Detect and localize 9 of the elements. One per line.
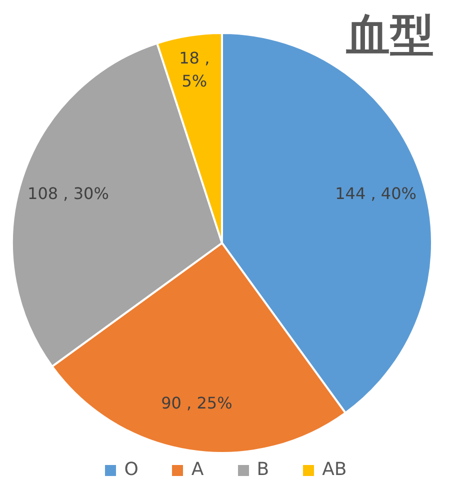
chart-title: 血型: [346, 9, 434, 63]
data-label: 144 , 40%: [335, 184, 416, 203]
data-label: 108 , 30%: [28, 184, 109, 203]
legend-label: B: [256, 458, 270, 482]
legend-label: A: [191, 458, 204, 482]
data-label: 18 , 5%: [179, 48, 210, 90]
legend-label: AB: [322, 458, 347, 482]
legend-label: O: [124, 458, 138, 482]
data-label: 90 , 25%: [161, 393, 232, 412]
